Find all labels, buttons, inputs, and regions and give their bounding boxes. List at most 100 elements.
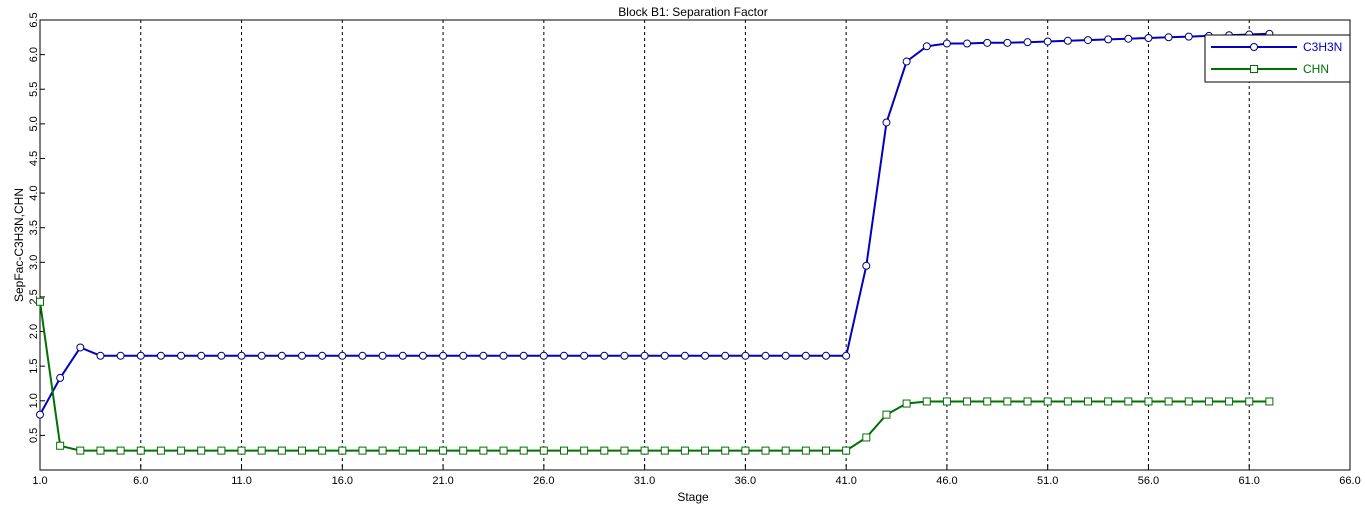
data-point-c3h3n: [882, 118, 891, 127]
data-point-c3h3n: [116, 351, 125, 360]
y-tick-label: 0.5: [28, 428, 40, 443]
data-point-c3h3n: [1104, 35, 1113, 44]
data-point-chn: [378, 446, 387, 455]
data-point-chn: [842, 446, 851, 455]
y-axis-label: SepFac-C3H3N,CHN: [12, 188, 26, 302]
data-point-c3h3n: [76, 343, 85, 352]
x-tick-label: 11.0: [231, 475, 252, 487]
data-point-chn: [1104, 397, 1113, 406]
data-point-chn: [1265, 397, 1274, 406]
data-point-c3h3n: [358, 351, 367, 360]
y-tick-label: 5.0: [28, 116, 40, 131]
data-point-c3h3n: [418, 351, 427, 360]
data-point-chn: [197, 446, 206, 455]
y-tick-label: 6.5: [28, 12, 40, 27]
data-point-chn: [36, 297, 44, 306]
data-point-chn: [439, 446, 448, 455]
series-group: [36, 29, 1274, 455]
data-point-c3h3n: [781, 351, 790, 360]
data-point-chn: [1084, 397, 1092, 406]
data-point-chn: [277, 446, 286, 455]
data-point-c3h3n: [741, 351, 750, 360]
data-point-chn: [580, 446, 589, 455]
legend-marker-chn: [1250, 65, 1258, 73]
data-point-chn: [963, 397, 972, 406]
data-point-c3h3n: [983, 38, 992, 47]
data-point-c3h3n: [519, 351, 528, 360]
data-point-c3h3n: [963, 39, 972, 48]
data-point-chn: [660, 446, 669, 455]
data-point-c3h3n: [398, 351, 407, 360]
data-point-chn: [761, 446, 770, 455]
data-point-chn: [822, 446, 830, 455]
data-point-chn: [600, 446, 609, 455]
data-point-chn: [398, 446, 407, 455]
data-point-c3h3n: [257, 351, 266, 360]
data-point-chn: [177, 446, 186, 455]
data-point-c3h3n: [620, 351, 629, 360]
data-point-chn: [418, 446, 427, 455]
data-point-chn: [116, 446, 125, 455]
data-point-chn: [318, 446, 327, 455]
data-point-c3h3n: [277, 351, 286, 360]
legend-box: [1204, 34, 1351, 83]
data-point-c3h3n: [318, 351, 327, 360]
data-point-chn: [902, 399, 911, 408]
data-point-chn: [1144, 397, 1153, 406]
y-axis-ticks: 0.51.01.52.02.53.03.54.04.55.05.56.06.5: [28, 12, 45, 443]
data-point-chn: [983, 397, 992, 406]
data-point-c3h3n: [439, 351, 448, 360]
data-point-chn: [156, 446, 165, 455]
data-point-c3h3n: [338, 351, 347, 360]
grid-lines: [140, 20, 1250, 470]
data-point-c3h3n: [600, 351, 609, 360]
x-tick-label: 6.0: [133, 475, 148, 487]
chart-title: Block B1: Separation Factor: [618, 5, 767, 19]
x-tick-label: 56.0: [1138, 475, 1159, 487]
data-point-c3h3n: [1084, 36, 1092, 45]
data-point-c3h3n: [801, 351, 810, 360]
data-point-chn: [640, 446, 649, 455]
data-point-c3h3n: [1043, 37, 1052, 46]
data-point-chn: [701, 446, 710, 455]
data-point-chn: [922, 397, 931, 406]
data-point-chn: [721, 446, 730, 455]
y-tick-label: 4.5: [28, 151, 40, 166]
data-point-c3h3n: [459, 351, 468, 360]
data-point-chn: [680, 446, 689, 455]
plot-area: [39, 19, 1351, 471]
data-point-chn: [781, 446, 790, 455]
data-point-c3h3n: [640, 351, 649, 360]
x-tick-label: 21.0: [432, 475, 453, 487]
data-point-c3h3n: [217, 351, 226, 360]
data-point-chn: [499, 446, 508, 455]
legend-label-c3h3n: C3H3N: [1303, 40, 1342, 54]
data-point-c3h3n: [1164, 33, 1173, 42]
data-point-c3h3n: [1124, 34, 1133, 43]
data-point-chn: [1225, 397, 1234, 406]
data-point-c3h3n: [96, 351, 105, 360]
data-point-c3h3n: [156, 351, 165, 360]
data-point-c3h3n: [580, 351, 589, 360]
data-point-c3h3n: [36, 410, 44, 419]
x-tick-label: 66.0: [1339, 475, 1360, 487]
data-point-c3h3n: [1144, 34, 1153, 42]
x-axis-ticks: 1.0 6.0 11.0 16.0 21.0 26.0 31.0 36.0 41.0 46.0 51…: [32, 465, 1361, 487]
data-point-c3h3n: [680, 351, 689, 360]
data-point-c3h3n: [197, 351, 206, 360]
legend: C3H3N CHN: [1204, 34, 1351, 83]
data-point-c3h3n: [1063, 36, 1072, 45]
data-point-chn: [1063, 397, 1072, 406]
data-point-chn: [620, 446, 629, 455]
x-tick-label: 51.0: [1037, 475, 1058, 487]
data-point-chn: [338, 446, 347, 455]
data-point-chn: [1124, 397, 1133, 406]
x-axis-label: Stage: [677, 490, 709, 504]
data-point-c3h3n: [479, 351, 488, 360]
data-point-chn: [1164, 397, 1173, 406]
data-point-chn: [1245, 397, 1254, 406]
y-tick-label: 3.0: [28, 255, 40, 270]
data-point-c3h3n: [1184, 32, 1193, 41]
x-tick-label: 36.0: [735, 475, 756, 487]
